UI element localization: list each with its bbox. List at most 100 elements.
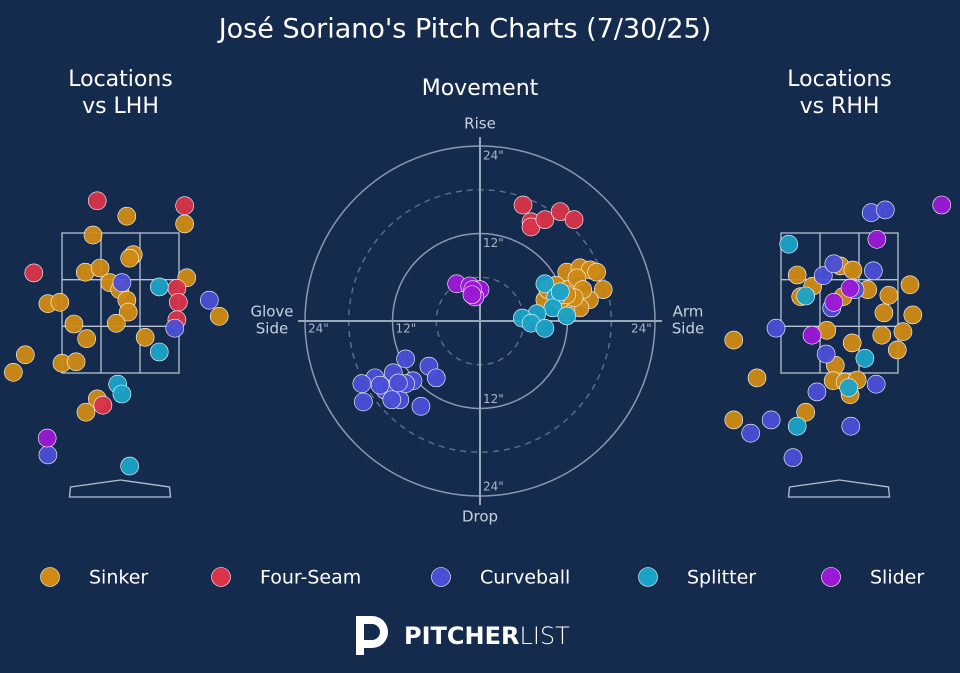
pitch-point [77,329,96,349]
home-plate [68,479,172,498]
pitch-point [872,325,892,345]
pitch-point [741,423,760,443]
pitch-point [932,195,952,215]
axis-label: Arm [673,303,704,321]
pitch-point [816,344,836,364]
subplot-title: Locations [787,67,892,92]
home-plate [787,479,891,498]
legend-marker [821,567,841,587]
pitch-point [535,210,555,229]
pitch-point [165,318,185,338]
pitch-point [866,374,886,394]
pitch-point [813,266,833,286]
pitch-point [564,210,584,229]
axis-label: Rise [464,115,496,133]
pitch-point [135,327,155,347]
pitch-point [787,416,807,436]
r-tick-label: 24" [631,322,652,336]
pitch-point [352,374,372,394]
pitch-point [796,402,815,422]
pitch-point [864,261,883,281]
pitch-point [724,330,744,350]
pitch-point [842,333,862,353]
legend-marker [211,567,231,587]
pitch-point [876,200,895,220]
legend-label: Slider [870,567,924,589]
pitch-point [16,345,35,365]
pitch-point [389,373,408,393]
pitch-point [370,375,390,395]
r-tick-label: 12" [483,392,504,406]
pitch-point [879,285,899,305]
pitch-point [149,342,169,362]
pitch-point [535,318,555,338]
brand-bold: PITCHER [404,622,519,650]
pitch-point [117,206,137,226]
r-tick-label: 24" [483,149,504,163]
pitch-point [175,214,194,234]
pitch-point [66,352,86,372]
r-tick-label: 24" [308,322,329,336]
pitch-point [747,368,767,388]
logo-icon [356,616,388,655]
pitch-point [593,280,613,299]
pitch-point [787,265,807,285]
pitch-point [893,322,913,342]
pitch-point [83,225,103,245]
pitch-point [24,263,44,283]
pitch-point [874,303,894,323]
axis-label: Side [256,320,288,338]
axis-label: Side [672,320,704,338]
r-tick-label: 12" [396,322,417,336]
pitch-point [903,305,923,325]
pitch-point [411,397,431,416]
brand-light: LIST [519,622,570,650]
legend-marker [638,567,658,587]
r-tick-label: 24" [483,480,504,494]
pitch-point [841,416,861,436]
legend-label: Sinker [89,567,148,589]
pitch-point [587,262,606,282]
pitch-point [807,382,827,402]
pitch-point [90,258,110,278]
pitch-point [200,290,219,310]
pitch-point [802,325,822,345]
pitch-point [112,384,132,404]
pitch-point [175,196,194,215]
pitch-point [118,302,138,322]
chart-title: José Soriano's Pitch Charts (7/30/25) [217,14,712,45]
pitch-point [761,410,781,430]
pitch-point [843,260,863,280]
pitch-point [839,378,858,398]
pitch-point [550,202,570,221]
pitch-point [824,292,844,312]
pitch-point [4,362,23,382]
pitch-point [93,395,113,415]
pitch-point [209,306,229,326]
pitch-point [535,274,555,294]
pitch-point [149,277,169,297]
pitch-point [824,254,844,274]
pitch-point [513,195,533,215]
legend-marker [431,567,451,587]
subplot-title: vs LHH [82,94,159,119]
pitch-point [855,348,875,368]
legend-marker [40,567,60,587]
pitch-point [87,191,107,211]
pitch-point [396,349,415,369]
pitch-point [169,292,188,312]
pitch-point [120,248,139,268]
axis-label: Drop [462,508,498,526]
pitch-point [354,392,373,412]
pitch-point [766,318,786,338]
pitch-point [120,456,139,476]
pitch-point [112,273,132,293]
pitch-point [888,340,907,360]
pitch-point [867,230,887,249]
subplot-title: Movement [422,76,539,101]
legend-label: Splitter [687,567,756,589]
pitch-point [50,292,70,312]
pitch-point [724,410,744,430]
pitch-point [779,234,799,254]
